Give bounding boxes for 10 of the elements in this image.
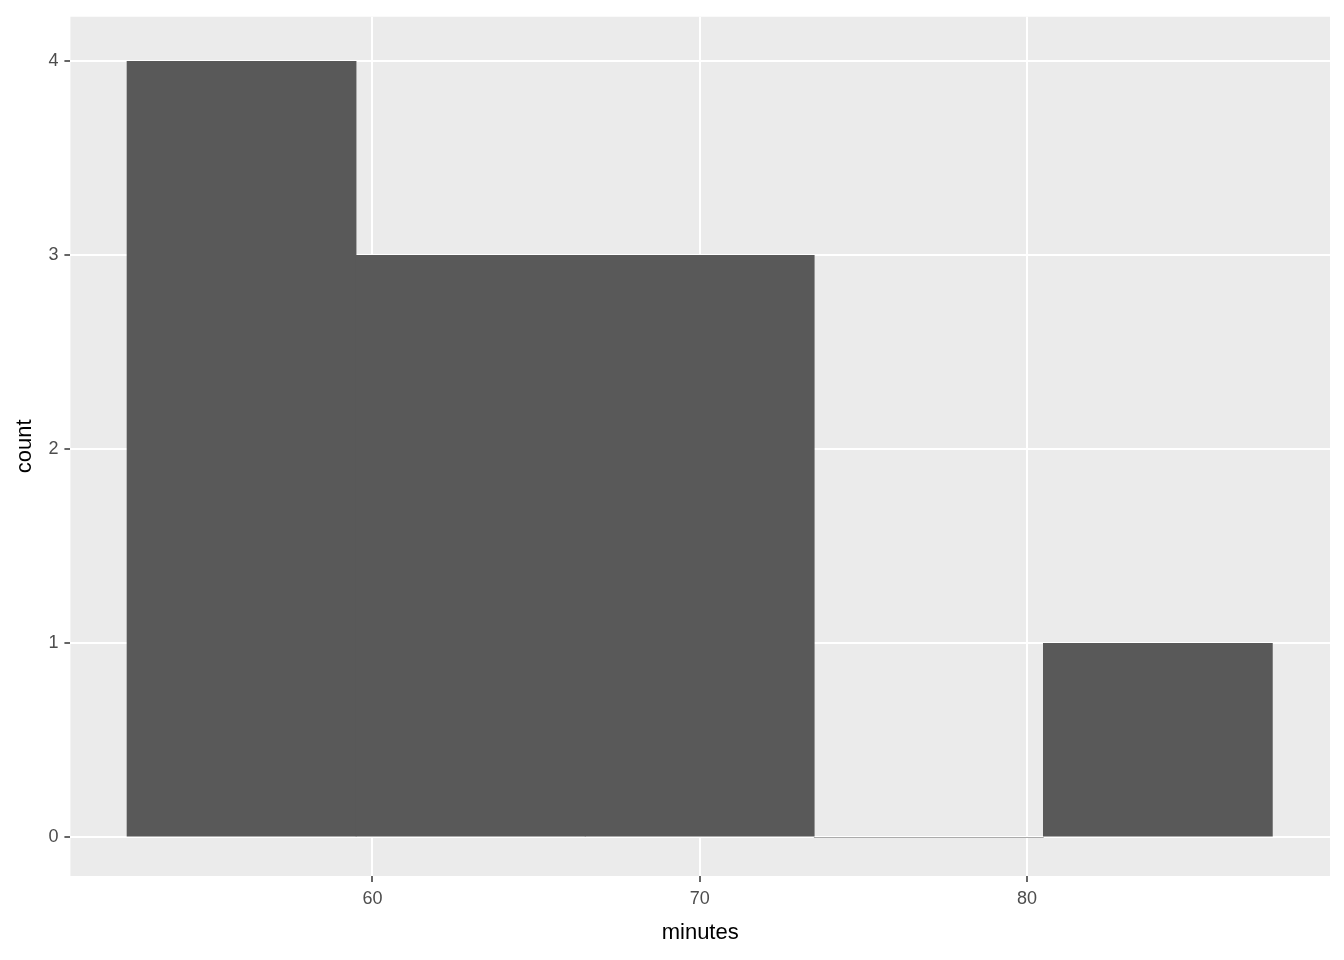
y-tick-label: 3 <box>48 244 59 265</box>
x-tick-label: 70 <box>689 887 710 908</box>
x-tick-label: 60 <box>362 887 383 908</box>
x-tick-label: 80 <box>1016 887 1037 908</box>
y-tick-label: 1 <box>48 632 59 653</box>
x-axis-title: minutes <box>661 918 739 944</box>
y-tick-label: 4 <box>48 50 59 71</box>
y-tick-label: 2 <box>48 438 59 459</box>
y-tick-label: 0 <box>48 826 59 847</box>
y-axis-title: count <box>11 419 37 474</box>
